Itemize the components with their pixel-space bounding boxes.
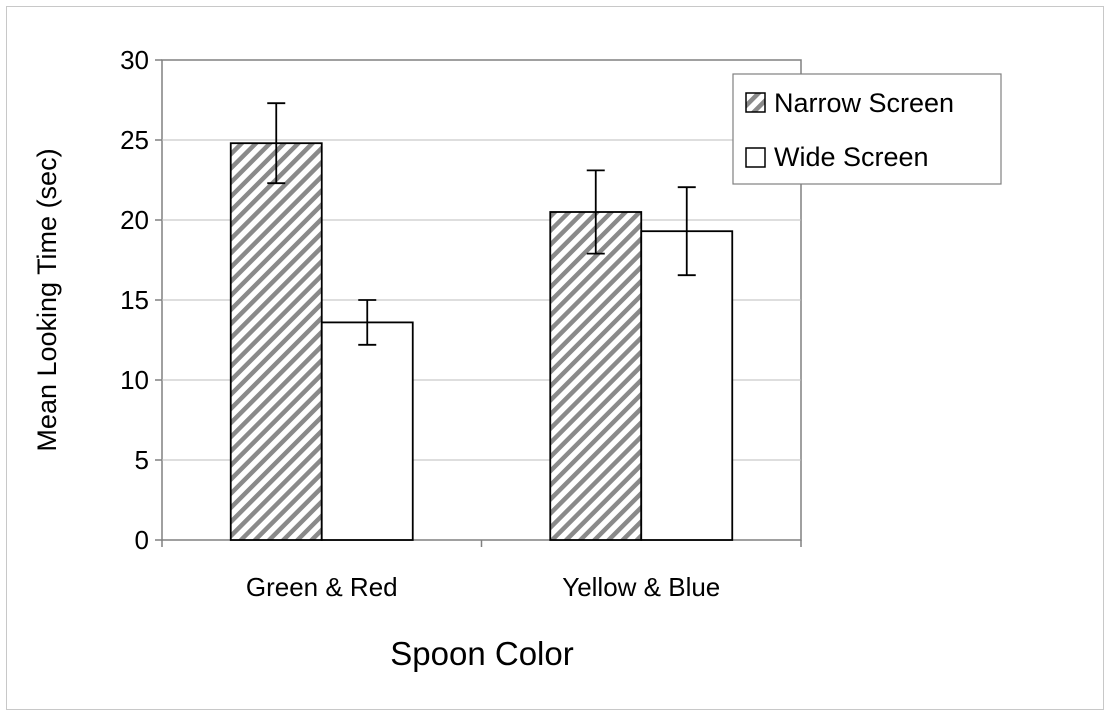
y-tick-label: 10 bbox=[120, 365, 149, 395]
y-axis-ticks: 0 5 10 15 20 25 30 bbox=[120, 45, 802, 555]
error-bars bbox=[267, 102, 696, 346]
bar-narrow-screen bbox=[549, 211, 643, 541]
bar-narrow-screen bbox=[229, 142, 323, 541]
x-axis-title: Spoon Color bbox=[390, 635, 573, 672]
legend-box bbox=[732, 73, 1002, 185]
bar-wide-screen bbox=[640, 230, 734, 541]
y-tick-label: 5 bbox=[135, 445, 149, 475]
legend: Narrow Screen Wide Screen bbox=[732, 73, 1002, 185]
y-tick-label: 30 bbox=[120, 45, 149, 75]
x-axis-category-labels: Green & Red Yellow & Blue bbox=[246, 572, 720, 602]
y-tick-label: 25 bbox=[120, 125, 149, 155]
y-tick-label: 0 bbox=[135, 525, 149, 555]
y-tick-label: 15 bbox=[120, 285, 149, 315]
legend-label-narrow-screen: Narrow Screen bbox=[774, 88, 954, 118]
legend-swatch-narrow-screen bbox=[745, 92, 766, 113]
legend-swatch-wide-screen bbox=[745, 147, 766, 168]
x-category-label: Yellow & Blue bbox=[562, 572, 720, 602]
x-category-label: Green & Red bbox=[246, 572, 398, 602]
bars bbox=[229, 142, 734, 541]
y-axis-title: Mean Looking Time (sec) bbox=[32, 148, 62, 451]
y-tick-label: 20 bbox=[120, 205, 149, 235]
bar-wide-screen bbox=[320, 321, 414, 541]
legend-label-wide-screen: Wide Screen bbox=[774, 142, 929, 172]
